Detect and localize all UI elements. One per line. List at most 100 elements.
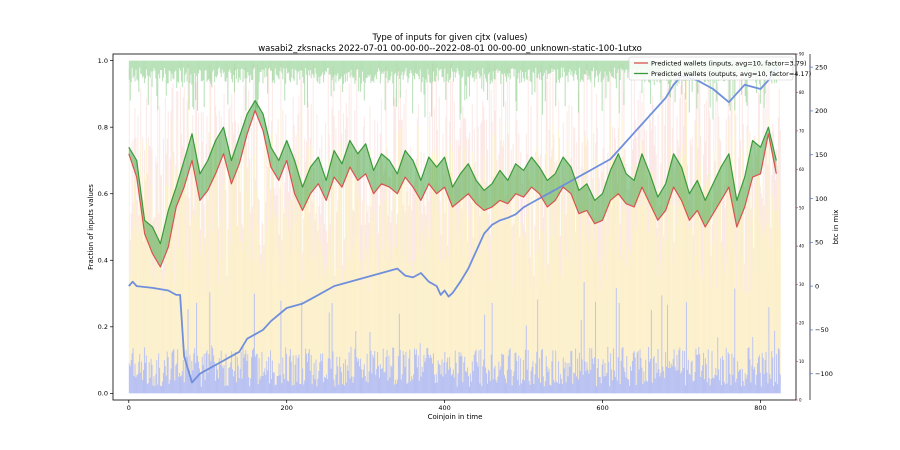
bg-strip-yellow <box>647 253 649 382</box>
bg-strip-pink <box>516 119 518 165</box>
bg-strip-pink <box>683 126 685 155</box>
bg-strip-green <box>269 60 271 68</box>
bg-strip-pink <box>392 171 394 249</box>
bg-strip-yellow <box>519 294 521 386</box>
bg-strip-blue <box>275 384 277 394</box>
bg-strip-pink <box>510 149 512 193</box>
bg-strip-yellow <box>736 289 738 379</box>
bg-strip-blue <box>319 362 321 394</box>
bg-strip-pink <box>297 113 299 154</box>
bg-strip-yellow <box>449 164 451 358</box>
bg-strip-blue <box>161 385 163 394</box>
bg-strip-green <box>272 60 274 81</box>
bg-strip-pink <box>146 174 148 250</box>
bg-strip-yellow <box>336 269 338 357</box>
bg-strip-yellow <box>380 163 382 370</box>
bg-strip-yellow <box>454 199 456 351</box>
bg-strip-pink <box>249 158 251 184</box>
bg-strip-green <box>561 60 563 78</box>
bg-strip-yellow <box>338 171 340 385</box>
bg-strip-yellow <box>130 238 132 360</box>
bg-strip-yellow <box>669 146 671 368</box>
bg-strip-pink <box>619 223 621 259</box>
bg-strip-blue <box>749 359 751 394</box>
bg-strip-green <box>184 60 186 75</box>
bg-strip-green <box>504 60 506 74</box>
bg-strip-green <box>383 60 385 72</box>
bg-strip-blue <box>199 372 201 394</box>
bg-strip-pink <box>476 67 478 164</box>
bg-strip-blue <box>509 348 511 394</box>
bg-strip-green <box>440 60 442 70</box>
bg-strip-blue <box>227 385 229 394</box>
bg-strip-pink <box>499 117 501 191</box>
bg-strip-green <box>365 60 367 78</box>
bg-strip-green <box>288 60 291 81</box>
bg-strip-blue <box>208 353 210 394</box>
bg-strip-green <box>529 60 531 81</box>
bg-strip-pink <box>609 72 611 161</box>
bg-strip-blue <box>519 385 521 394</box>
bg-strip-green <box>373 60 375 83</box>
bg-strip-blue <box>560 378 562 394</box>
bg-strip-green <box>308 60 310 76</box>
bg-strip-blue <box>268 356 270 394</box>
bg-strip-pink <box>325 230 327 267</box>
bg-strip-pink <box>336 212 338 270</box>
bg-strip-pink <box>195 81 197 131</box>
bg-strip-blue <box>346 365 348 394</box>
bg-strip-blue <box>414 354 417 394</box>
bg-strip-yellow <box>513 280 515 372</box>
bg-strip-pink <box>376 185 378 249</box>
bg-strip-yellow <box>667 165 670 368</box>
x-tick-label: 600 <box>596 404 608 412</box>
bg-strip-yellow <box>548 193 550 369</box>
bg-strip-blue <box>678 350 680 394</box>
bg-strip-blue <box>761 352 763 394</box>
bg-strip-blue <box>771 351 773 394</box>
bg-strip-green <box>218 60 220 68</box>
bg-strip-yellow <box>413 262 415 375</box>
bg-strip-pink <box>578 78 580 130</box>
bg-strip-pink <box>381 162 383 251</box>
bg-strip-yellow <box>537 94 539 300</box>
bg-strip-green <box>207 60 209 80</box>
bg-strip-yellow <box>186 179 188 357</box>
bg-strip-pink <box>431 63 434 154</box>
bg-strip-pink <box>707 71 709 172</box>
bg-strip-green <box>340 60 342 79</box>
bg-strip-pink <box>404 211 406 269</box>
bg-strip-green <box>347 60 349 73</box>
bg-strip-blue <box>652 358 654 394</box>
bg-strip-yellow <box>507 182 509 356</box>
bg-strip-blue <box>441 359 443 394</box>
bg-strip-pink <box>161 174 163 198</box>
bg-strip-yellow <box>196 134 198 303</box>
bg-strip-pink <box>761 197 763 236</box>
bg-strip-blue <box>420 376 422 394</box>
bg-strip-yellow <box>648 231 650 347</box>
bg-strip-pink <box>291 173 293 250</box>
bg-strip-blue <box>316 386 318 394</box>
bg-strip-blue <box>478 350 480 394</box>
bg-strip-blue <box>370 350 372 394</box>
bg-strip-yellow <box>665 196 667 353</box>
bg-strip-blue <box>698 346 700 394</box>
bg-strip-green <box>238 60 240 78</box>
bg-strip-green <box>610 60 612 74</box>
bg-strip-blue <box>769 374 771 394</box>
bg-strip-blue <box>716 375 718 394</box>
bg-strip-yellow <box>393 141 395 348</box>
bg-strip-pink <box>711 224 713 247</box>
bg-strip-yellow <box>224 184 226 386</box>
bg-strip-yellow <box>567 205 569 377</box>
bg-strip-pink <box>185 195 187 261</box>
bg-strip-blue <box>702 365 704 394</box>
bg-strip-blue <box>558 361 560 394</box>
bg-strip-yellow <box>775 210 778 355</box>
bg-strip-green <box>182 60 184 68</box>
bg-strip-pink <box>715 83 717 143</box>
bg-strip-yellow <box>733 253 735 358</box>
bg-strip-green <box>360 60 363 84</box>
bg-strip-green <box>516 60 518 112</box>
